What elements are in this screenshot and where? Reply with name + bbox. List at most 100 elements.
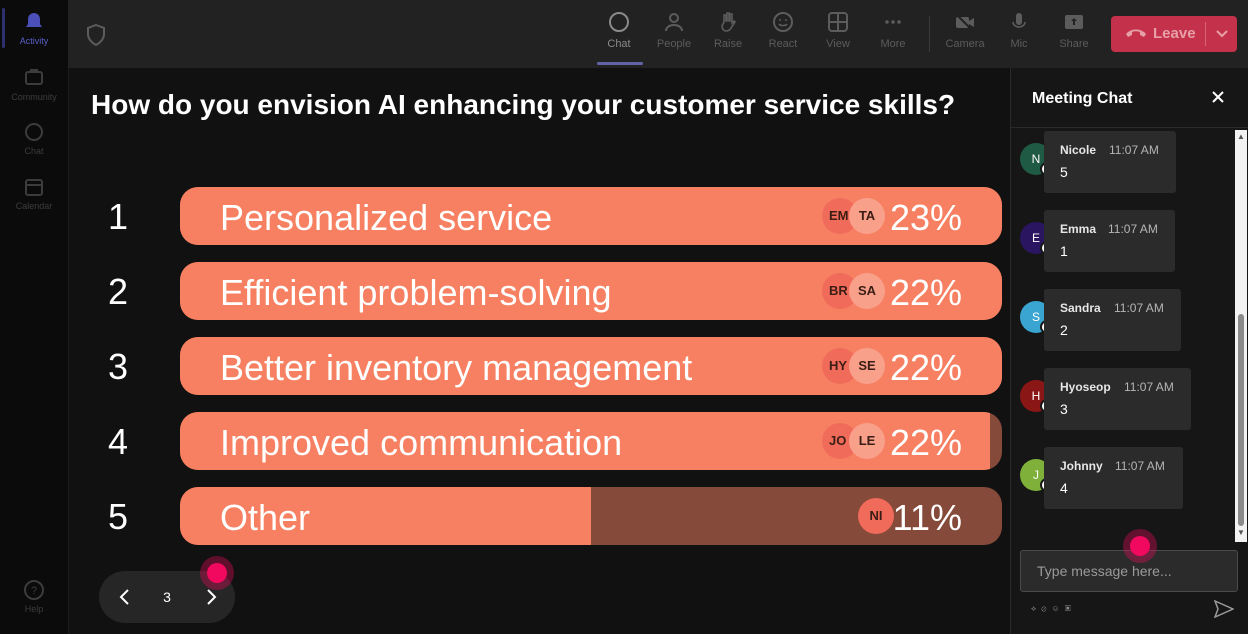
toolbar-label: Camera xyxy=(945,38,985,50)
chat-message[interactable]: Nicole 11:07 AM 5 xyxy=(1044,131,1176,193)
toolbar-label: Raise xyxy=(713,38,743,50)
gif-icon[interactable]: ▣ xyxy=(1064,604,1076,613)
people-icon xyxy=(665,13,683,32)
chat-message[interactable]: Emma 11:07 AM 1 xyxy=(1044,210,1175,272)
chat-message[interactable]: Hyoseop 11:07 AM 3 xyxy=(1044,368,1191,430)
message-time: 11:07 AM xyxy=(1109,143,1159,157)
rail-item-label: Activity xyxy=(19,36,49,46)
message-author: Nicole xyxy=(1060,143,1097,157)
chevron-down-icon[interactable] xyxy=(1215,26,1229,40)
option-number: 4 xyxy=(108,421,129,462)
smile-icon xyxy=(773,12,793,32)
page-number: 3 xyxy=(163,589,171,605)
rail-item-label: Community xyxy=(11,92,57,102)
scroll-down-icon[interactable]: ▼ xyxy=(1237,528,1245,537)
message-time: 11:07 AM xyxy=(1114,301,1164,315)
grid-icon xyxy=(828,12,848,32)
rail-item-help[interactable]: ? Help xyxy=(0,578,68,614)
poll-option-bar[interactable]: Efficient problem-solving BR SA 22% xyxy=(180,262,1002,320)
message-author: Johnny xyxy=(1060,459,1103,473)
poll-option-percent: 22% xyxy=(889,272,962,313)
poll-option-bar[interactable]: Personalized service EM TA 23% xyxy=(180,187,1002,245)
option-number: 2 xyxy=(108,271,129,312)
active-tab-indicator xyxy=(597,62,643,65)
message-text: 2 xyxy=(1060,322,1068,338)
scrollbar-thumb[interactable] xyxy=(1238,314,1244,526)
avatar-initial: H xyxy=(1031,389,1041,403)
leave-separator xyxy=(1205,22,1206,46)
rail-item-calendar[interactable]: Calendar xyxy=(0,175,68,211)
rail-item-community[interactable]: Community xyxy=(0,66,68,102)
poll-option-label: Other xyxy=(220,497,311,538)
option-number: 1 xyxy=(108,196,129,237)
voter-avatar: SE xyxy=(849,348,885,384)
toolbar-people-button[interactable]: People xyxy=(646,10,702,50)
message-input[interactable] xyxy=(1020,550,1238,592)
message-time: 11:07 AM xyxy=(1115,459,1165,473)
toolbar-chat-button[interactable]: Chat xyxy=(591,10,647,50)
rail-item-chat[interactable]: Chat xyxy=(0,120,68,156)
send-icon[interactable] xyxy=(1214,600,1234,618)
rail-item-activity[interactable]: Activity xyxy=(0,10,68,46)
avatar-initial: J xyxy=(1033,468,1039,482)
chat-scrollbar[interactable]: ▲ ▼ xyxy=(1235,130,1247,542)
option-number: 3 xyxy=(108,346,129,387)
toolbar-camera-button[interactable]: Camera xyxy=(937,10,993,50)
toolbar-label: Mic xyxy=(1010,38,1028,50)
poll-option-percent: 23% xyxy=(889,197,962,238)
rail-item-label: Calendar xyxy=(15,201,53,211)
close-icon[interactable] xyxy=(1211,90,1225,104)
poll-question: How do you envision AI enhancing your cu… xyxy=(91,89,956,120)
svg-text:?: ? xyxy=(31,585,37,597)
toolbar-label: View xyxy=(826,38,850,50)
message-text: 4 xyxy=(1060,480,1068,496)
leave-button[interactable]: Leave xyxy=(1111,16,1237,52)
chat-icon xyxy=(25,123,43,141)
message-time: 11:07 AM xyxy=(1108,222,1158,236)
toolbar-share-button[interactable]: Share xyxy=(1046,10,1102,50)
poll-option-percent: 22% xyxy=(889,422,962,463)
avatar-initial: N xyxy=(1031,152,1041,166)
toolbar-react-button[interactable]: React xyxy=(755,10,811,50)
message-time: 11:07 AM xyxy=(1124,380,1174,394)
option-number: 5 xyxy=(108,496,129,537)
phone-hangup-icon xyxy=(1126,29,1146,37)
toolbar-mic-button[interactable]: Mic xyxy=(991,10,1047,50)
calendar-icon xyxy=(25,179,43,196)
message-author: Sandra xyxy=(1060,301,1101,315)
rail-active-indicator xyxy=(2,8,5,48)
toolbar-view-button[interactable]: View xyxy=(810,10,866,50)
attach-icon[interactable]: ⊘ xyxy=(1041,604,1052,613)
chat-message[interactable]: Sandra 11:07 AM 2 xyxy=(1044,289,1181,351)
more-icon xyxy=(885,20,901,24)
toolbar-divider xyxy=(929,16,930,52)
chat-title: Meeting Chat xyxy=(1032,90,1133,107)
rail-item-label: Chat xyxy=(24,146,44,156)
message-author: Emma xyxy=(1060,222,1097,236)
chevron-left-icon[interactable] xyxy=(115,587,135,607)
scroll-up-icon[interactable]: ▲ xyxy=(1237,132,1245,141)
hand-icon xyxy=(721,12,737,32)
emoji-icon[interactable]: ☺ xyxy=(1051,604,1065,613)
chevron-right-icon[interactable] xyxy=(201,587,221,607)
cursor-indicator xyxy=(1130,536,1150,556)
poll-option-bar[interactable]: Better inventory management HY SE 22% xyxy=(180,337,1002,395)
avatar-initial: S xyxy=(1031,310,1040,324)
toolbar-label: Chat xyxy=(607,38,631,50)
cursor-indicator xyxy=(207,563,227,583)
toolbar-label: More xyxy=(880,38,906,50)
share-icon xyxy=(1065,15,1083,29)
voter-avatar: LE xyxy=(849,423,885,459)
poll-option-bar[interactable]: Other NI 11% xyxy=(180,487,1002,545)
format-icon[interactable]: ⟡ xyxy=(1031,604,1042,613)
mic-icon xyxy=(1012,13,1026,28)
poll-option-bar[interactable]: Improved communication JO LE 22% xyxy=(180,412,1002,470)
toolbar-raise-button[interactable]: Raise xyxy=(700,10,756,50)
shield-icon[interactable] xyxy=(86,24,106,46)
toolbar-more-button[interactable]: More xyxy=(865,10,921,50)
community-icon xyxy=(25,69,43,85)
voter-avatar: TA xyxy=(849,198,885,234)
toolbar-label: People xyxy=(656,38,692,50)
poll-option-label: Personalized service xyxy=(220,197,553,238)
chat-message[interactable]: Johnny 11:07 AM 4 xyxy=(1044,447,1183,509)
